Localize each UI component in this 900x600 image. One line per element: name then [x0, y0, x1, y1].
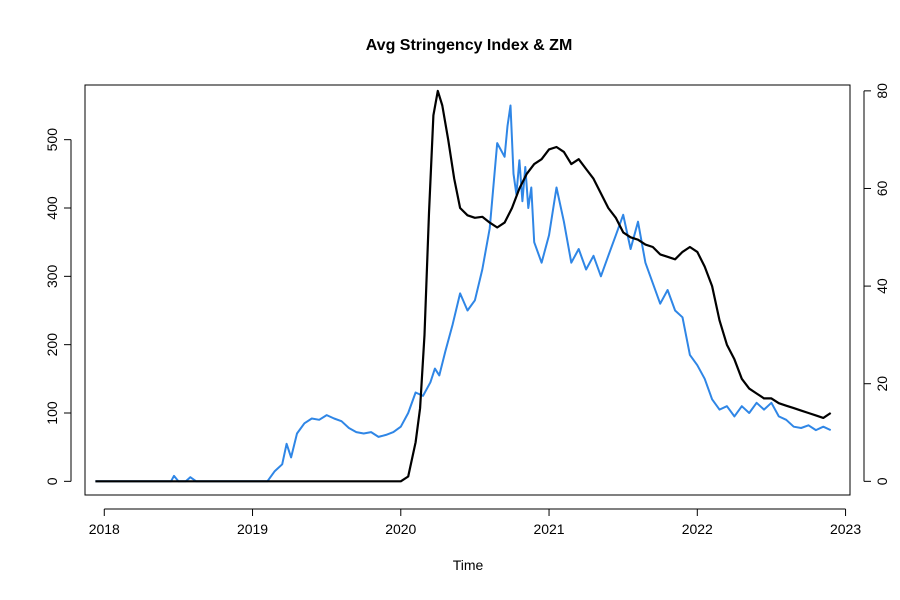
- x-tick-label: 2022: [682, 521, 713, 537]
- y-left-tick-label: 300: [44, 264, 60, 288]
- y-left-tick-label: 400: [44, 196, 60, 220]
- y-right-tick-label: 40: [874, 278, 890, 294]
- y-left-tick-label: 500: [44, 128, 60, 152]
- plot-area: [84, 84, 851, 496]
- y-left-tick-label: 200: [44, 333, 60, 357]
- series-line-right-axis: [95, 89, 832, 483]
- y-right-tick-label: 80: [874, 83, 890, 99]
- x-tick-label: 2018: [89, 521, 120, 537]
- y-right-tick-label: 20: [874, 376, 890, 392]
- y-axis-left: 0 100 200 300 400 500: [44, 128, 72, 485]
- series-layer: [95, 89, 832, 483]
- x-axis-label: Time: [453, 557, 484, 573]
- y-left-tick-label: 100: [44, 401, 60, 425]
- x-axis: 2018 2019 2020 2021 2022 2023: [89, 508, 861, 537]
- chart-title: Avg Stringency Index & ZM: [366, 37, 573, 54]
- x-tick-label: 2021: [533, 521, 564, 537]
- y-right-tick-label: 60: [874, 180, 890, 196]
- x-tick-label: 2023: [830, 521, 861, 537]
- y-right-tick-label: 0: [874, 477, 890, 485]
- x-tick-label: 2020: [385, 521, 416, 537]
- y-axis-right: 0 20 40 60 80: [863, 83, 890, 485]
- series-line-left-axis: [95, 104, 832, 483]
- y-left-tick-label: 0: [44, 477, 60, 485]
- x-tick-label: 2019: [237, 521, 268, 537]
